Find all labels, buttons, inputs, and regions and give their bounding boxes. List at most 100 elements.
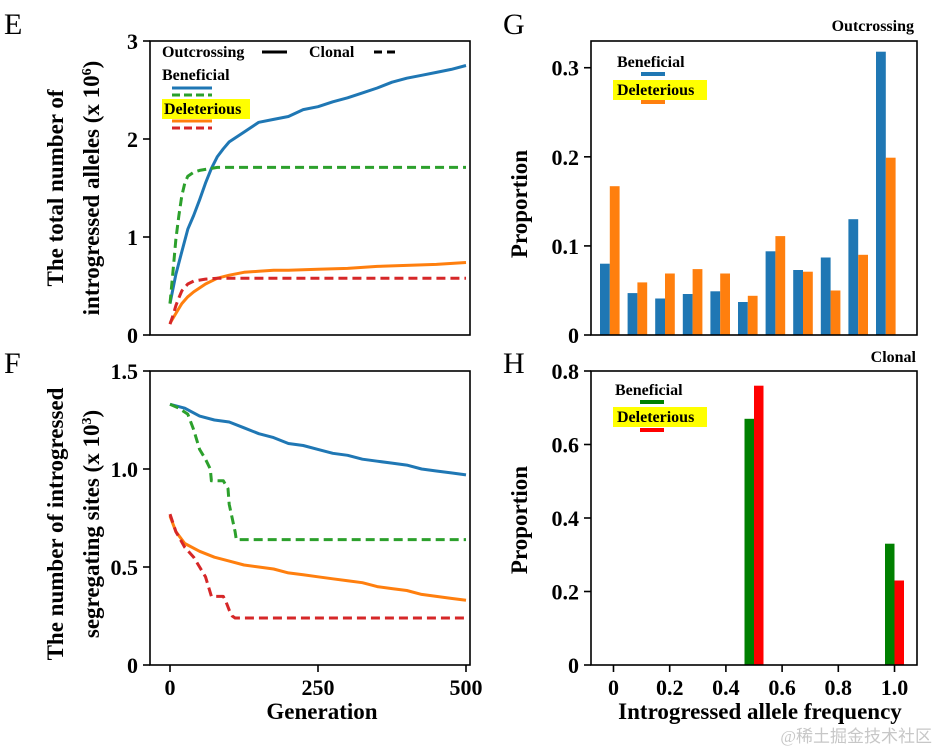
- panel-e-outcrossing-deleterious-line: [168, 261, 467, 324]
- panel-e-ytick-label: 3: [127, 29, 138, 54]
- panel-h-xtick-label: 0: [608, 675, 619, 700]
- panel-e-frame: [149, 40, 471, 336]
- panel-g-ytick-label: 0.3: [552, 56, 580, 81]
- panel-f-clonal-beneficial-line: [169, 402, 466, 542]
- panel-f-xtick-label: 500: [450, 675, 483, 700]
- panel-f-ylabel-line2: segregating sites (x 103): [79, 410, 104, 638]
- legend-g-deleterious-label: Deleterious: [617, 82, 694, 99]
- panel-f-ytick-label: 0.5: [111, 555, 139, 580]
- panel-f-y-axis: 0 0.5 1.0 1.5: [111, 359, 150, 678]
- panel-g-chart: Outcrossing 0 0.1 0.2 0.3 Proportion Benefi…: [507, 18, 918, 348]
- panel-f-chart: 0 0.5 1.0 1.5 0 250 500 The number of introgr…: [43, 359, 483, 724]
- panel-h-bar-beneficial: [744, 418, 754, 665]
- panel-e-outcrossing-beneficial-line: [168, 64, 467, 304]
- panel-g-bar-beneficial: [682, 294, 693, 335]
- panel-g-bar-beneficial: [738, 302, 748, 335]
- panel-e-legend: Outcrossing Clonal Beneficial Deleteriou…: [162, 44, 398, 130]
- panel-f-x-axis: 0 250 500: [165, 665, 483, 700]
- legend-g-beneficial-label: Beneficial: [617, 54, 685, 71]
- panel-f-ylabel-line1: The number of introgressed: [43, 387, 68, 660]
- legend-h-deleterious-highlight: [613, 407, 707, 427]
- panel-g-bar-deleterious: [637, 282, 648, 335]
- panel-g-bar-beneficial: [627, 293, 638, 335]
- panel-h-ytick-label: 0.8: [552, 359, 580, 384]
- panel-g-bar-beneficial: [655, 298, 665, 335]
- legend-deleterious-highlight: [162, 99, 250, 119]
- panel-f-clonal-deleterious-line: [168, 513, 466, 620]
- panel-e-ytick-label: 2: [127, 127, 138, 152]
- panel-e-chart: 0 1 2 3 The total number of introgressed al…: [43, 29, 471, 348]
- panel-h-title: Clonal: [871, 349, 917, 366]
- panel-f-xlabel: Generation: [266, 699, 377, 724]
- panel-h-bar-deleterious: [754, 385, 764, 665]
- panel-e-clonal-deleterious-line: [168, 276, 466, 325]
- watermark-text: @稀土掘金技术社区: [780, 727, 932, 746]
- panel-g-ytick-label: 0: [568, 323, 579, 348]
- panel-f-outcrossing-deleterious-line: [168, 515, 467, 602]
- panel-e-lines: [168, 64, 467, 325]
- panel-h-xtick-label: 1.0: [881, 675, 909, 700]
- panel-g-frame: [590, 40, 918, 336]
- panel-letter-f: F: [4, 347, 21, 380]
- panel-g-bar-deleterious: [775, 236, 786, 335]
- panel-g-bar-deleterious: [747, 295, 758, 335]
- panel-f-outcrossing-beneficial-line: [169, 402, 467, 477]
- panel-letter-h: H: [503, 347, 525, 380]
- panel-e-ylabel-line1: The total number of: [43, 89, 68, 286]
- panel-g-bar-deleterious: [858, 254, 868, 335]
- panel-g-bar-beneficial: [848, 219, 859, 335]
- panel-g-ylabel: Proportion: [507, 150, 532, 258]
- panel-f-ytick-label: 0: [127, 653, 138, 678]
- panel-g-bar-deleterious: [609, 186, 620, 335]
- panel-h-ytick-label: 0: [568, 653, 579, 678]
- panel-f-ytick-label: 1.5: [111, 359, 139, 384]
- panel-g-bar-beneficial: [793, 270, 803, 335]
- panel-g-bar-deleterious: [692, 269, 703, 335]
- panel-g-bar-deleterious: [665, 273, 675, 335]
- panel-g-title: Outcrossing: [832, 18, 914, 35]
- panel-f-ytick-label: 1.0: [111, 457, 139, 482]
- panel-letter-e: E: [4, 8, 22, 41]
- panel-h-bars: [744, 385, 904, 665]
- legend-beneficial-label: Beneficial: [162, 67, 230, 84]
- panel-h-xlabel: Introgressed allele frequency: [618, 699, 902, 724]
- panel-h-xtick-label: 0.4: [712, 675, 740, 700]
- panel-h-ylabel: Proportion: [507, 466, 532, 574]
- panel-g-bar-beneficial: [820, 257, 831, 335]
- panel-g-bar-deleterious: [803, 271, 813, 335]
- panel-f-xtick-label: 250: [302, 675, 335, 700]
- panel-f-xtick-label: 0: [165, 675, 176, 700]
- panel-g-ytick-label: 0.2: [552, 145, 580, 170]
- panel-f-lines: [168, 402, 467, 620]
- legend-clonal-label: Clonal: [309, 44, 355, 61]
- panel-h-xtick-label: 0.2: [656, 675, 684, 700]
- legend-deleterious-label: Deleterious: [164, 101, 241, 118]
- panel-g-y-axis: 0 0.1 0.2 0.3: [552, 56, 591, 348]
- panel-g-bars: [600, 51, 896, 335]
- panel-g-ytick-label: 0.1: [552, 234, 580, 259]
- panel-g-bar-beneficial: [876, 51, 886, 335]
- panel-g-bar-beneficial: [710, 291, 721, 335]
- panel-h-bar-deleterious: [894, 580, 904, 665]
- panel-h-y-axis: 0 0.2 0.4 0.6 0.8: [552, 359, 591, 678]
- panel-h-chart: Clonal 0 0.2 0.4 0.6 0.8 0 0.2 0.4 0.6 0.8 1.0 Pr…: [507, 349, 918, 724]
- panel-h-xtick-label: 0.6: [768, 675, 796, 700]
- panel-g-bar-deleterious: [720, 273, 730, 335]
- panel-e-y-axis: 0 1 2 3: [127, 29, 150, 348]
- panel-h-x-axis: 0 0.2 0.4 0.6 0.8 1.0: [608, 665, 908, 700]
- panel-h-xtick-label: 0.8: [825, 675, 853, 700]
- panel-e-clonal-beneficial-line: [168, 165, 466, 304]
- panel-e-ytick-label: 1: [127, 225, 138, 250]
- panel-g-bar-beneficial: [600, 263, 610, 335]
- panel-g-legend: Beneficial Deleterious: [613, 54, 707, 104]
- panel-h-legend: Beneficial Deleterious: [613, 382, 707, 432]
- legend-outcrossing-label: Outcrossing: [162, 44, 244, 61]
- legend-g-deleterious-highlight: [613, 80, 707, 100]
- panel-g-bar-beneficial: [765, 251, 776, 335]
- panel-h-ytick-label: 0.2: [552, 580, 580, 605]
- panel-e-ylabel-line2: introgressed alleles (x 106): [79, 61, 104, 316]
- panel-e-ytick-label: 0: [127, 323, 138, 348]
- panel-h-ytick-label: 0.4: [552, 506, 580, 531]
- panel-h-ytick-label: 0.6: [552, 433, 580, 458]
